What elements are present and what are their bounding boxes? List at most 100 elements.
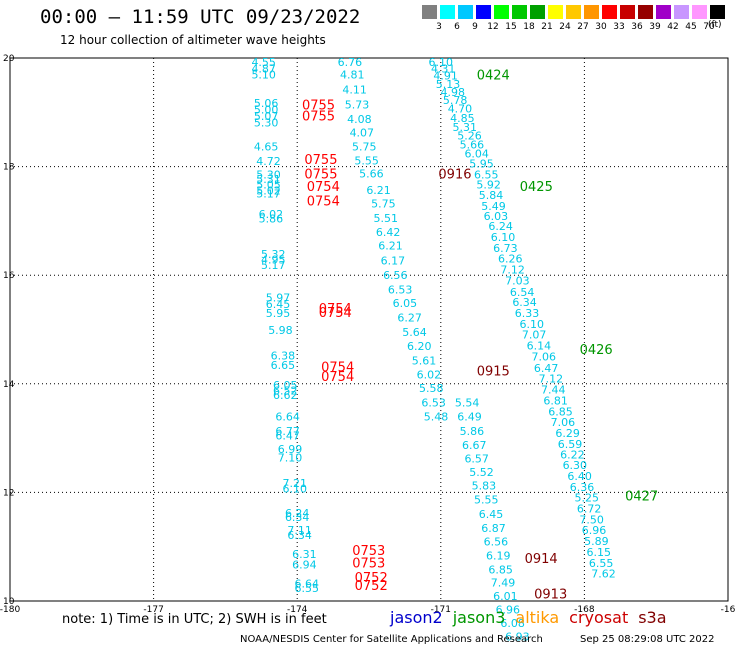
wave-height-point: 6.45 bbox=[479, 508, 504, 521]
pass-time-label: 0755 bbox=[304, 153, 337, 168]
wave-height-point: 6.15 bbox=[587, 546, 612, 559]
wave-height-point: 4.91 bbox=[433, 70, 458, 83]
color-scale-label: 42 bbox=[667, 22, 679, 32]
color-swatch bbox=[638, 5, 653, 19]
wave-height-point: 5.73 bbox=[345, 98, 370, 111]
wave-height-point: 7.06 bbox=[531, 350, 556, 363]
wave-height-point: 6.59 bbox=[558, 438, 583, 451]
wave-height-point: 7.44 bbox=[541, 384, 566, 397]
color-swatch bbox=[692, 5, 707, 19]
wave-height-point: 6.24 bbox=[488, 220, 513, 233]
wave-height-point: 5.30 bbox=[256, 169, 281, 182]
wave-height-point: 6.08 bbox=[500, 617, 525, 630]
wave-height-point: 4.65 bbox=[254, 140, 279, 153]
pass-time-label: 0753 bbox=[352, 556, 385, 571]
pass-time-label: 0755 bbox=[304, 168, 337, 183]
color-swatch bbox=[710, 5, 725, 19]
wave-height-point: 5.84 bbox=[479, 189, 504, 202]
wave-height-point: 6.55 bbox=[474, 169, 499, 182]
y-tick-label: 14 bbox=[3, 380, 15, 390]
y-tick-label: 20 bbox=[3, 54, 15, 64]
wave-height-point: 6.65 bbox=[271, 359, 296, 372]
wave-height-point: 6.94 bbox=[292, 558, 317, 571]
wave-height-point: 5.75 bbox=[352, 140, 377, 153]
wave-height-point: 7.12 bbox=[539, 373, 564, 386]
wave-height-point: 6.64 bbox=[275, 411, 300, 424]
wave-height-point: 5.55 bbox=[474, 493, 499, 506]
wave-height-point: 6.76 bbox=[338, 56, 363, 69]
wave-height-point: 5.26 bbox=[457, 129, 482, 142]
wave-height-point: 6.33 bbox=[515, 307, 540, 320]
color-swatch bbox=[656, 5, 671, 19]
wave-height-point: 6.14 bbox=[527, 340, 552, 353]
wave-height-point: 5.49 bbox=[481, 200, 506, 213]
wave-height-point: 4.55 bbox=[251, 56, 276, 69]
pass-time-label: 0424 bbox=[477, 69, 510, 84]
wave-height-point: 5.10 bbox=[251, 69, 276, 82]
wave-height-point: 6.34 bbox=[287, 529, 312, 542]
pass-time-label: 0755 bbox=[302, 99, 335, 114]
pass-time-label: 0754 bbox=[321, 360, 354, 375]
wave-height-point: 4.31 bbox=[431, 63, 456, 76]
color-scale-label: 15 bbox=[505, 22, 517, 32]
wave-height-point: 5.17 bbox=[261, 259, 286, 272]
wave-height-point: 4.72 bbox=[256, 155, 281, 168]
wave-height-point: 6.62 bbox=[273, 389, 298, 402]
pass-time-label: 0425 bbox=[520, 180, 553, 195]
wave-height-point: 5.55 bbox=[354, 154, 379, 167]
wave-height-point: 6.20 bbox=[407, 340, 432, 353]
satellite-legend: jason2 jason3 altika cryosat s3a bbox=[390, 608, 677, 627]
wave-height-point: 7.12 bbox=[500, 264, 525, 277]
wave-height-point: 5.00 bbox=[254, 103, 279, 116]
wave-height-point: 6.81 bbox=[543, 394, 568, 407]
color-swatch bbox=[512, 5, 527, 19]
wave-height-point: 5.95 bbox=[266, 307, 291, 320]
wave-height-point: 6.52 bbox=[273, 385, 298, 398]
wave-height-point: 6.96 bbox=[582, 524, 607, 537]
legend-entry-jason3: jason3 bbox=[452, 608, 506, 627]
wave-height-point: 7.03 bbox=[505, 274, 530, 287]
legend-entry-jason2: jason2 bbox=[390, 608, 443, 627]
wave-height-point: 6.01 bbox=[493, 590, 518, 603]
color-swatch bbox=[530, 5, 545, 19]
wave-height-point: 6.34 bbox=[512, 296, 537, 309]
wave-height-point: 6.56 bbox=[383, 269, 408, 282]
wave-height-point: 6.42 bbox=[376, 226, 401, 239]
wave-height-point: 6.99 bbox=[278, 443, 303, 456]
wave-height-point: 5.78 bbox=[443, 94, 468, 107]
wave-height-point: 4.08 bbox=[347, 113, 372, 126]
color-scale-label: 39 bbox=[649, 22, 661, 32]
wave-height-point: 6.53 bbox=[388, 284, 413, 297]
pass-time-label: 0913 bbox=[534, 587, 567, 602]
wave-height-point: 4.07 bbox=[350, 127, 375, 140]
wave-height-point: 5.07 bbox=[254, 110, 279, 123]
wave-height-point: 7.07 bbox=[522, 329, 547, 342]
wave-height-point: 6.56 bbox=[484, 536, 509, 549]
wave-height-point: 6.05 bbox=[273, 379, 298, 392]
legend-entry-cryosat: cryosat bbox=[569, 608, 629, 627]
pass-time-label: 0914 bbox=[525, 552, 558, 567]
wave-height-point: 6.57 bbox=[464, 453, 489, 466]
wave-height-point: 5.52 bbox=[469, 466, 494, 479]
wave-height-point: 5.58 bbox=[419, 382, 444, 395]
y-tick-label: 18 bbox=[3, 163, 15, 173]
pass-time-label: 0915 bbox=[477, 365, 510, 380]
wave-height-point: 6.26 bbox=[498, 253, 523, 266]
wave-height-point: 5.17 bbox=[256, 188, 281, 201]
wave-height-point: 5.31 bbox=[256, 173, 281, 186]
wave-height-point: 6.21 bbox=[366, 184, 391, 197]
color-scale-label: 21 bbox=[541, 22, 553, 32]
pass-time-label: 0754 bbox=[321, 370, 354, 385]
pass-time-label: 0427 bbox=[625, 490, 658, 505]
color-swatch bbox=[620, 5, 635, 19]
pass-time-label: 0752 bbox=[355, 579, 388, 594]
wave-height-point: 6.31 bbox=[292, 548, 317, 561]
wave-height-point: 4.87 bbox=[251, 63, 276, 76]
wave-height-point: 5.97 bbox=[266, 291, 291, 304]
color-scale-label: 27 bbox=[577, 22, 589, 32]
wave-height-point: 4.11 bbox=[342, 83, 367, 96]
legend-entry-altika: altika bbox=[515, 608, 560, 627]
wave-height-point: 6.55 bbox=[295, 582, 320, 595]
color-scale-label: 30 bbox=[595, 22, 607, 32]
wave-height-point: 5.48 bbox=[424, 411, 449, 424]
